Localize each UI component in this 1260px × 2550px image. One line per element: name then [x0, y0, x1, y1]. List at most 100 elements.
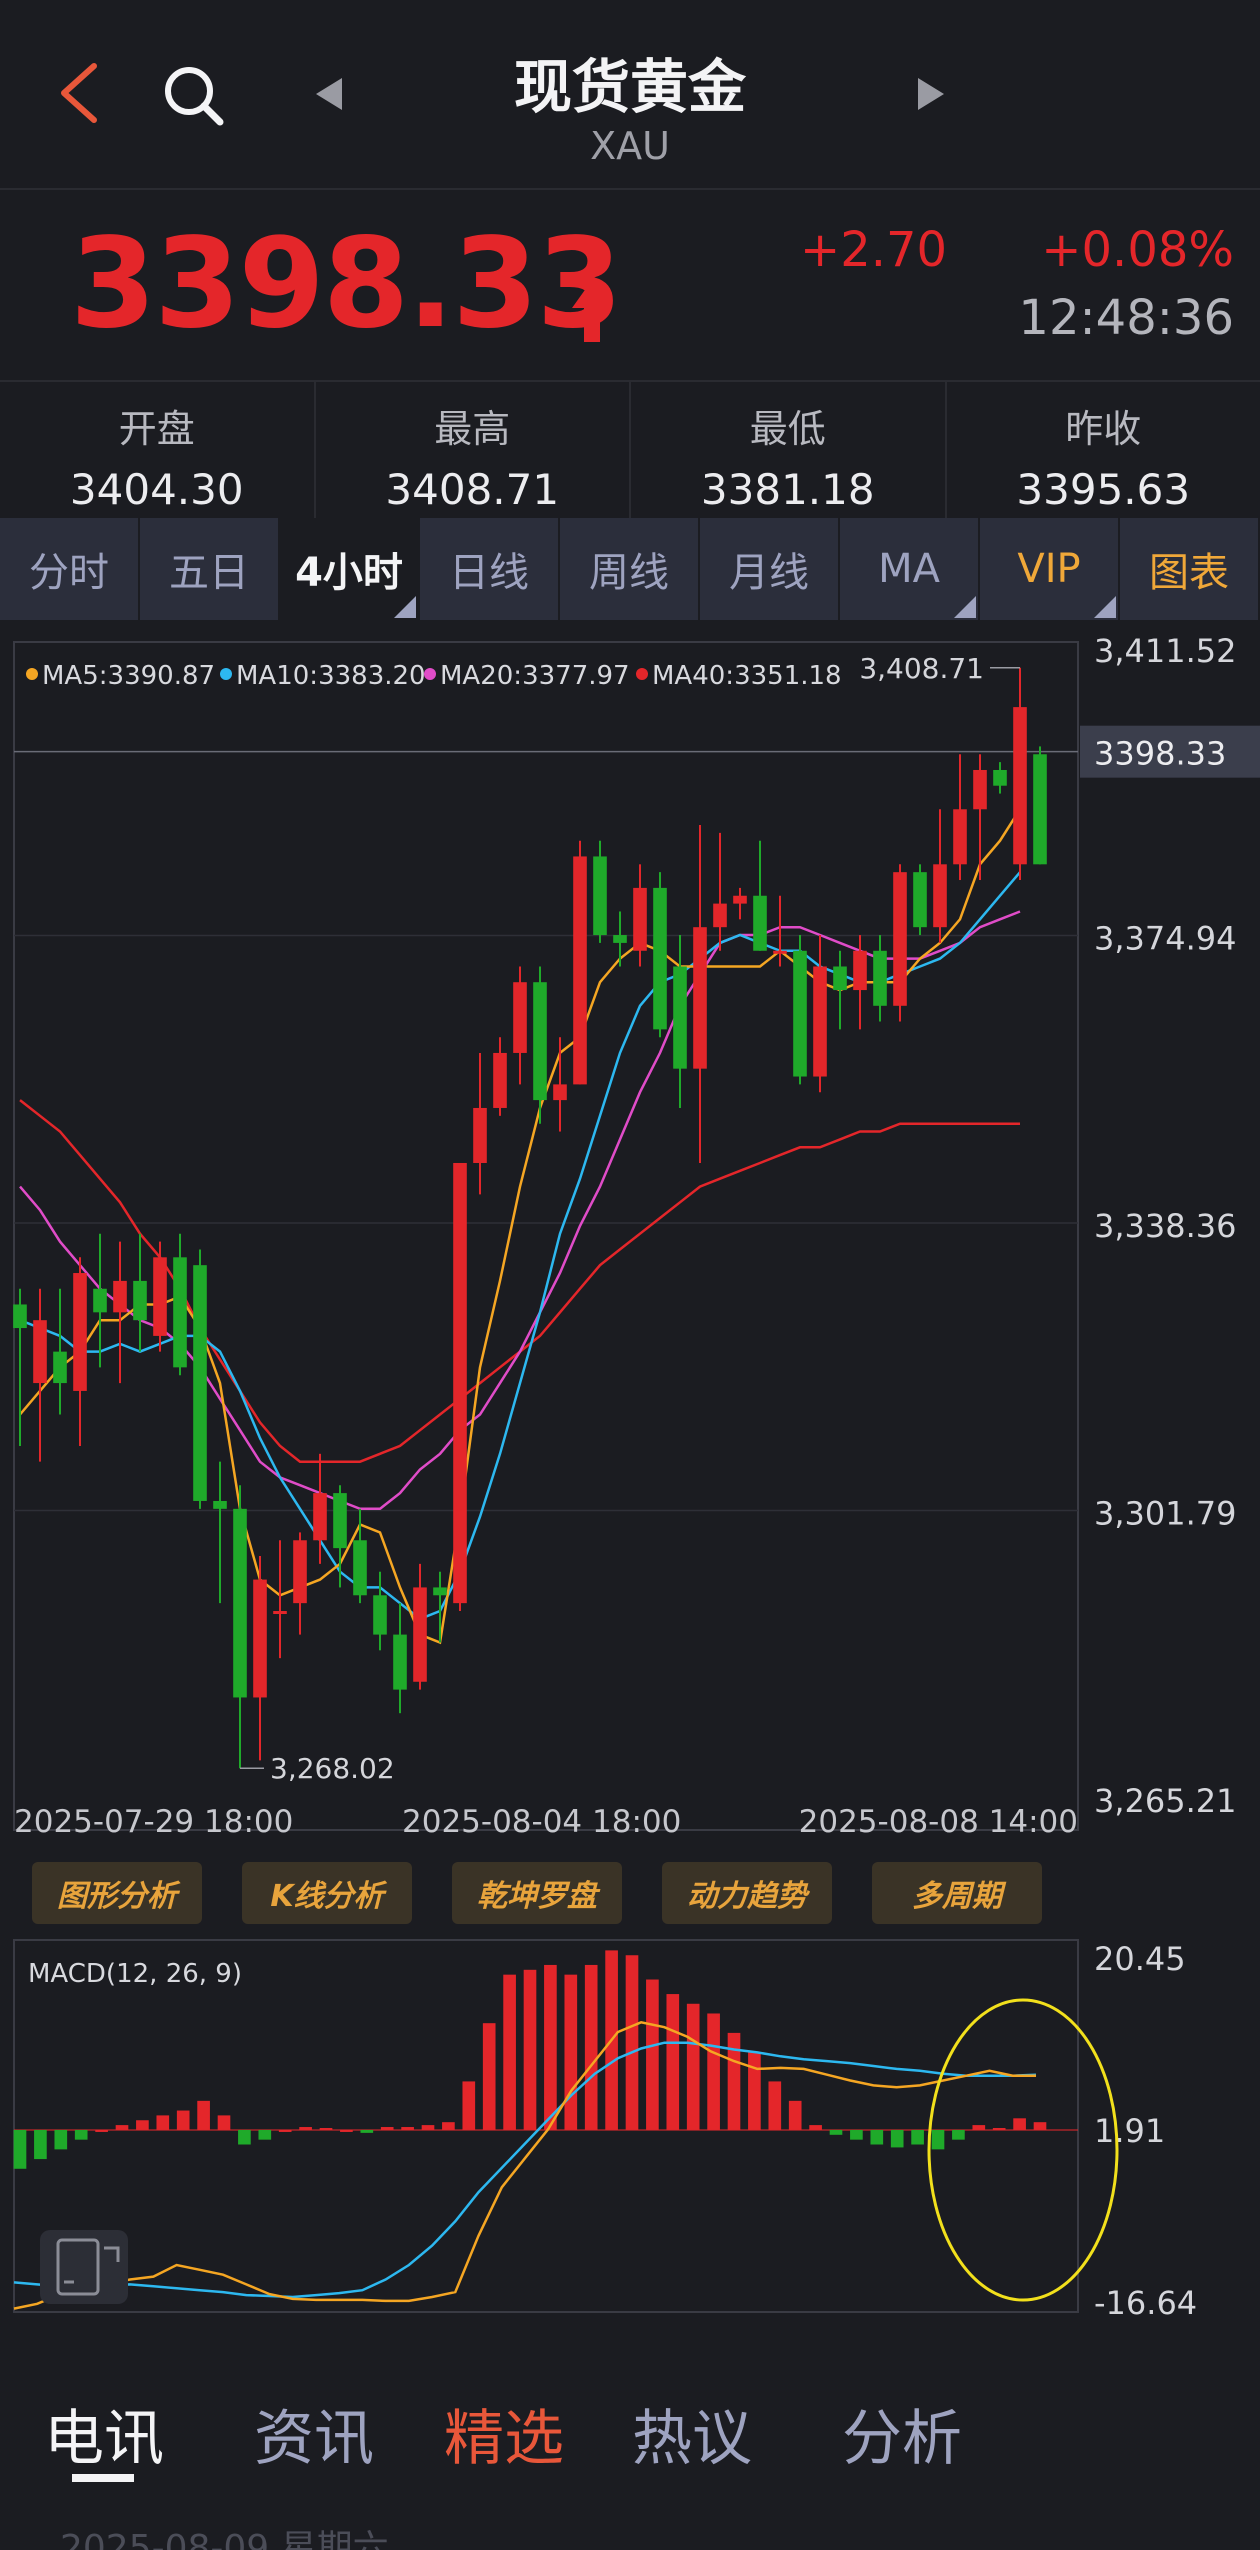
candle-body	[413, 1587, 427, 1682]
macd-histogram-bar	[421, 2125, 435, 2130]
macd-histogram-bar	[360, 2129, 374, 2133]
tab-analysis[interactable]: 分析	[842, 2404, 962, 2474]
macd-y-tick-label: -16.64	[1094, 2284, 1197, 2322]
prev-instrument-icon[interactable]	[316, 78, 342, 110]
candle-body	[433, 1587, 447, 1596]
macd-histogram-bar	[890, 2129, 904, 2148]
page-subtitle: XAU	[590, 124, 670, 168]
candle-body	[373, 1595, 387, 1635]
y-tick-label: 3,265.21	[1094, 1782, 1237, 1820]
macd-histogram-bar	[401, 2127, 414, 2130]
candle-body	[133, 1280, 147, 1321]
macd-histogram-bar	[238, 2129, 251, 2145]
macd-histogram-bar	[442, 2122, 455, 2130]
tab-4-hour[interactable]: 4小时	[280, 518, 420, 620]
candle-body	[693, 927, 707, 1069]
stat-value: 3381.18	[700, 465, 875, 514]
search-icon[interactable]	[162, 64, 224, 126]
candle-body	[793, 950, 807, 1077]
macd-histogram-bar	[278, 2129, 292, 2132]
candle-body	[313, 1493, 327, 1541]
candle-body	[653, 887, 667, 1030]
candle-body	[213, 1500, 227, 1509]
back-arrow-icon[interactable]	[56, 62, 102, 124]
macd-histogram-bar	[1013, 2118, 1026, 2130]
tab-weekly[interactable]: 周线	[560, 518, 700, 620]
tab-vip[interactable]: VIP	[980, 518, 1120, 620]
legend-label: MA40:3351.18	[652, 661, 842, 691]
stat-prev-close: 昨收 3395.63	[947, 382, 1260, 518]
macd-histogram-bar	[666, 1994, 680, 2130]
macd-histogram-bar	[299, 2127, 312, 2130]
candle-body	[913, 872, 927, 928]
candle-body	[53, 1351, 67, 1384]
candle-body	[573, 856, 587, 1085]
tab-news-flash[interactable]: 电讯	[44, 2404, 164, 2474]
macd-histogram-bar	[115, 2125, 129, 2130]
macd-histogram-bar	[54, 2129, 68, 2150]
min-price-label: 3,268.02	[270, 1752, 395, 1785]
candle-body	[1013, 707, 1027, 865]
current-price-label: 3398.33	[1094, 735, 1226, 773]
candle-body	[73, 1273, 87, 1391]
fullscreen-icon[interactable]	[40, 2230, 128, 2304]
last-price: 3398.33	[70, 212, 623, 356]
legend-dot	[424, 668, 436, 680]
candle-body	[173, 1257, 187, 1368]
candle-body	[193, 1265, 207, 1501]
macd-histogram-bar	[727, 2032, 741, 2130]
max-price-label: 3,408.71	[859, 652, 984, 685]
macd-histogram-bar	[217, 2115, 231, 2130]
top-bar: 现货黄金 XAU	[0, 0, 1260, 190]
tab-information[interactable]: 资讯	[254, 2404, 374, 2474]
tool-multi-period[interactable]: 多周期	[872, 1862, 1042, 1924]
tab-intraday[interactable]: 分时	[0, 518, 140, 620]
candle-body	[353, 1540, 367, 1596]
tab-ma[interactable]: MA	[840, 518, 980, 620]
y-tick-label: 3,374.94	[1094, 920, 1237, 958]
tab-label: VIP	[1017, 546, 1081, 592]
macd-histogram-bar	[34, 2129, 47, 2160]
tab-five-day[interactable]: 五日	[140, 518, 280, 620]
macd-histogram-bar	[829, 2129, 843, 2135]
kline-chart[interactable]: 3,411.52 3,374.94 3,338.36 3,301.79 3,265.21…	[0, 620, 1260, 2340]
macd-histogram-bar	[462, 2081, 476, 2130]
tab-featured[interactable]: 精选	[444, 2404, 564, 2474]
candle-body	[853, 950, 867, 991]
candle-body	[893, 872, 907, 1006]
macd-histogram-bar	[74, 2129, 88, 2140]
candle-body	[753, 895, 767, 951]
candle-body	[473, 1107, 487, 1163]
candle-body	[773, 950, 787, 954]
candle-body	[973, 769, 987, 810]
analysis-tools: 图形分析 K线分析 乾坤罗盘 动力趋势 多周期	[32, 1862, 1052, 1924]
quote-time: 12:48:36	[1018, 290, 1234, 346]
candle-body	[293, 1540, 307, 1604]
candle-body	[333, 1493, 347, 1549]
legend-dot	[636, 668, 648, 680]
tab-chart[interactable]: 图表	[1120, 518, 1260, 620]
stat-label: 最低	[749, 407, 826, 451]
next-instrument-icon[interactable]	[918, 78, 944, 110]
stat-label: 最高	[434, 407, 511, 451]
tool-momentum[interactable]: 动力趋势	[662, 1862, 832, 1924]
tool-compass[interactable]: 乾坤罗盘	[452, 1862, 622, 1924]
candle-body	[993, 769, 1007, 786]
quote-panel: 3398.33 +2.70 +0.08% 12:48:36	[0, 190, 1260, 382]
current-price-tag	[1080, 725, 1260, 778]
legend-label: MA5:3390.87	[42, 661, 215, 691]
page-title: 现货黄金	[513, 53, 746, 121]
macd-histogram-bar	[319, 2128, 333, 2131]
tab-label: MA	[878, 546, 940, 592]
stat-label: 开盘	[118, 407, 195, 451]
macd-histogram-bar	[95, 2129, 108, 2132]
tab-daily[interactable]: 日线	[420, 518, 560, 620]
candle-body	[393, 1634, 407, 1690]
tab-monthly[interactable]: 月线	[700, 518, 840, 620]
tool-kline-analysis[interactable]: K线分析	[242, 1862, 412, 1924]
tool-pattern-analysis[interactable]: 图形分析	[32, 1862, 202, 1924]
x-tick-label: 2025-08-04 18:00	[402, 1804, 681, 1840]
tab-discussion[interactable]: 热议	[632, 2404, 752, 2474]
macd-histogram-bar	[646, 1979, 659, 2130]
candle-body	[733, 895, 747, 904]
